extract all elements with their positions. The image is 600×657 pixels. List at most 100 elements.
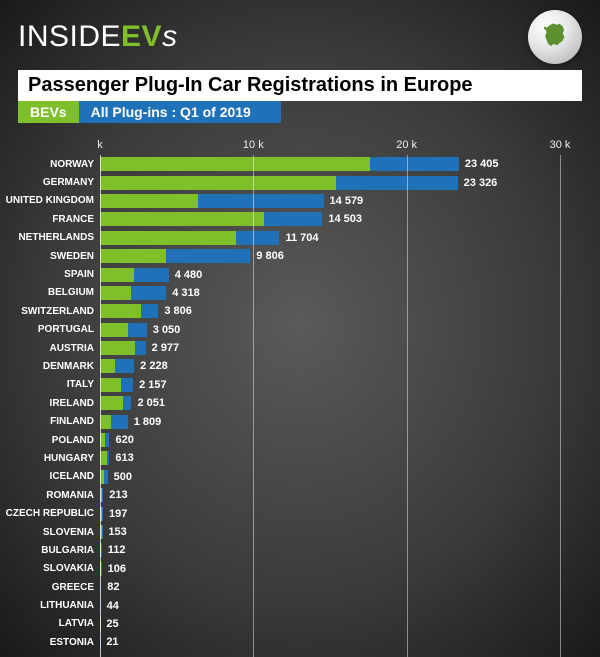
logo-part: IN <box>18 20 49 53</box>
bar-container: NORWAY23 405GERMANY23 326UNITED KINGDOM1… <box>100 155 560 652</box>
bar-segment-phev <box>198 194 323 208</box>
country-label: FRANCE <box>52 214 100 225</box>
grid-line <box>253 155 254 657</box>
bar-value: 2 977 <box>146 341 180 355</box>
bar-segment-phev <box>236 231 279 245</box>
insideevs-logo: INSIDEEVs <box>18 20 178 54</box>
legend-row: BEVs All Plug-ins : Q1 of 2019 <box>18 101 582 123</box>
bar-row: LITHUANIA44 <box>100 596 560 614</box>
bar-row: PORTUGAL3 050 <box>100 321 560 339</box>
bar-segment-bev <box>100 323 128 337</box>
bar-row: HUNGARY613 <box>100 449 560 467</box>
bar-row: BELGIUM4 318 <box>100 284 560 302</box>
country-label: ICELAND <box>50 471 100 482</box>
bar-value: 153 <box>102 525 126 539</box>
bar-value: 3 806 <box>158 304 192 318</box>
bar-segment-bev <box>100 176 336 190</box>
bar-value: 14 503 <box>322 212 362 226</box>
bar-segment-bev <box>100 304 141 318</box>
legend-all-plugins: All Plug-ins : Q1 of 2019 <box>79 101 281 123</box>
bar-segment-bev <box>100 231 236 245</box>
bar-segment-bev <box>100 396 123 410</box>
bar-stack: 620 <box>100 433 110 447</box>
country-label: NORWAY <box>50 159 100 170</box>
bar-value: 44 <box>101 599 119 613</box>
country-label: SLOVAKIA <box>43 563 100 574</box>
bar-segment-phev <box>264 212 322 226</box>
axis-tick: 30 k <box>550 139 571 151</box>
bar-segment-phev <box>111 415 128 429</box>
bar-chart: k10 k20 k30 k NORWAY23 405GERMANY23 326U… <box>100 139 560 657</box>
bar-value: 21 <box>100 635 118 649</box>
country-label: IRELAND <box>50 398 100 409</box>
bar-segment-bev <box>100 359 115 373</box>
bar-value: 4 318 <box>166 286 200 300</box>
bar-row: NORWAY23 405 <box>100 155 560 173</box>
bar-row: ESTONIA21 <box>100 633 560 651</box>
bar-stack: 23 326 <box>100 176 458 190</box>
bar-row: SLOVENIA153 <box>100 523 560 541</box>
country-label: GREECE <box>52 582 100 593</box>
bar-segment-phev <box>134 268 169 282</box>
bar-stack: 14 503 <box>100 212 322 226</box>
bar-stack: 1 809 <box>100 415 128 429</box>
country-label: FINLAND <box>50 416 100 427</box>
bar-stack: 500 <box>100 470 108 484</box>
bar-stack: 3 050 <box>100 323 147 337</box>
country-label: SWEDEN <box>50 251 100 262</box>
bar-segment-bev <box>100 268 134 282</box>
bar-stack: 2 051 <box>100 396 131 410</box>
bar-segment-bev <box>100 249 166 263</box>
legend-bevs: BEVs <box>18 101 79 123</box>
axis-tick: 10 k <box>243 139 264 151</box>
globe-icon <box>528 10 582 64</box>
bar-row: BULGARIA112 <box>100 541 560 559</box>
bar-value: 3 050 <box>147 323 181 337</box>
bar-segment-bev <box>100 157 370 171</box>
axis-tick: 20 k <box>396 139 417 151</box>
country-label: UNITED KINGDOM <box>6 195 100 206</box>
bar-value: 613 <box>109 451 133 465</box>
bar-row: CZECH REPUBLIC197 <box>100 504 560 522</box>
bar-value: 14 579 <box>324 194 364 208</box>
bar-stack: 2 977 <box>100 341 146 355</box>
country-label: ITALY <box>67 379 100 390</box>
grid-line <box>560 155 561 657</box>
bar-value: 2 051 <box>131 396 165 410</box>
bar-value: 2 157 <box>133 378 167 392</box>
country-label: HUNGARY <box>44 453 100 464</box>
bar-row: ICELAND500 <box>100 468 560 486</box>
logo-part: EV <box>121 20 162 53</box>
bar-row: SLOVAKIA106 <box>100 560 560 578</box>
bar-segment-phev <box>166 249 250 263</box>
bar-stack: 23 405 <box>100 157 459 171</box>
bar-row: LATVIA25 <box>100 615 560 633</box>
chart-title: Passenger Plug-In Car Registrations in E… <box>18 70 582 101</box>
country-label: BELGIUM <box>48 287 100 298</box>
country-label: DENMARK <box>43 361 100 372</box>
bar-row: NETHERLANDS11 704 <box>100 229 560 247</box>
bar-row: SWITZERLAND3 806 <box>100 302 560 320</box>
bar-row: DENMARK2 228 <box>100 357 560 375</box>
bar-row: ROMANIA213 <box>100 486 560 504</box>
country-label: ESTONIA <box>50 637 100 648</box>
bar-stack: 3 806 <box>100 304 158 318</box>
bar-row: GERMANY23 326 <box>100 173 560 191</box>
bar-segment-phev <box>115 359 134 373</box>
country-label: ROMANIA <box>46 490 100 501</box>
logo-part: SIDE <box>49 20 121 53</box>
bar-stack: 2 228 <box>100 359 134 373</box>
axis-tick: k <box>97 139 103 151</box>
bar-value: 23 326 <box>458 176 498 190</box>
bar-row: FRANCE14 503 <box>100 210 560 228</box>
bar-stack: 14 579 <box>100 194 324 208</box>
bar-value: 106 <box>102 562 126 576</box>
bar-segment-phev <box>370 157 459 171</box>
bar-stack: 4 480 <box>100 268 169 282</box>
country-label: BULGARIA <box>41 545 100 556</box>
country-label: GERMANY <box>43 177 100 188</box>
bar-value: 213 <box>103 488 127 502</box>
bar-stack: 4 318 <box>100 286 166 300</box>
country-label: CZECH REPUBLIC <box>6 508 100 519</box>
bar-segment-bev <box>100 286 131 300</box>
